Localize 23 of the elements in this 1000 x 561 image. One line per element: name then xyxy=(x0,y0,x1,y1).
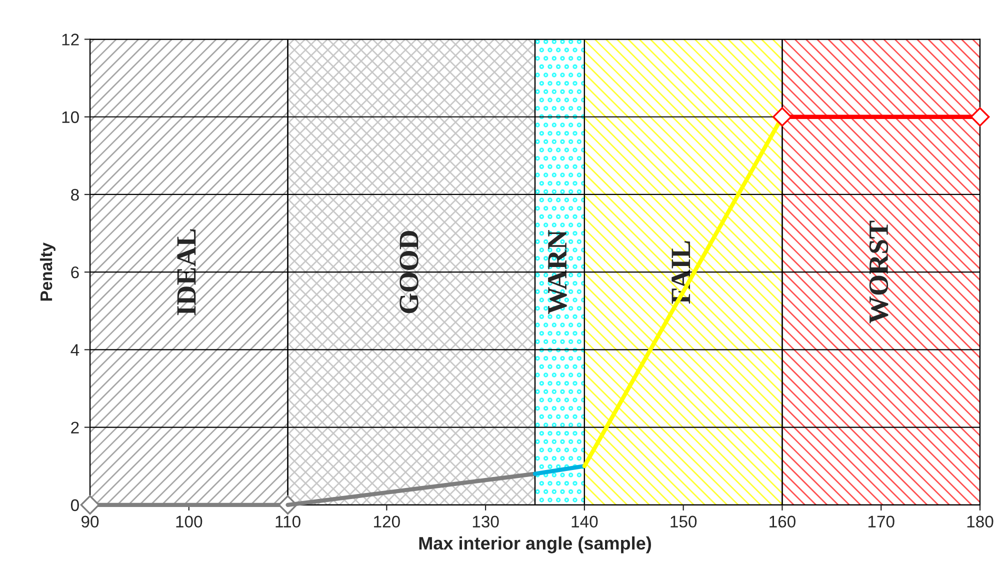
x-tick-label: 160 xyxy=(770,516,796,528)
y-tick-label: 10 xyxy=(62,111,79,124)
x-tick-label: 90 xyxy=(82,516,99,528)
x-tick-label: 130 xyxy=(472,516,499,528)
x-tick-label: 120 xyxy=(374,516,400,528)
x-tick-label: 150 xyxy=(670,516,697,528)
y-tick-label: 0 xyxy=(70,499,79,512)
x-tick-label: 170 xyxy=(868,516,894,528)
x-tick-label: 100 xyxy=(176,516,202,528)
band-label: WARN xyxy=(548,230,567,314)
y-tick-label: 12 xyxy=(62,34,79,46)
band-label: WORST xyxy=(869,220,888,324)
y-tick-label: 4 xyxy=(70,344,80,356)
x-tick-label: 110 xyxy=(276,516,300,528)
y-tick-label: 2 xyxy=(71,422,79,434)
x-tick-label: 180 xyxy=(967,516,994,528)
x-axis-title: Max interior angle (sample) xyxy=(419,536,651,554)
y-tick-label: 8 xyxy=(71,188,79,201)
band-label: GOOD xyxy=(400,231,418,314)
y-tick-label: 6 xyxy=(71,266,79,278)
band-label: IDEAL xyxy=(177,229,196,316)
y-axis-title: Penalty xyxy=(40,242,56,301)
x-tick-label: 140 xyxy=(572,516,598,528)
